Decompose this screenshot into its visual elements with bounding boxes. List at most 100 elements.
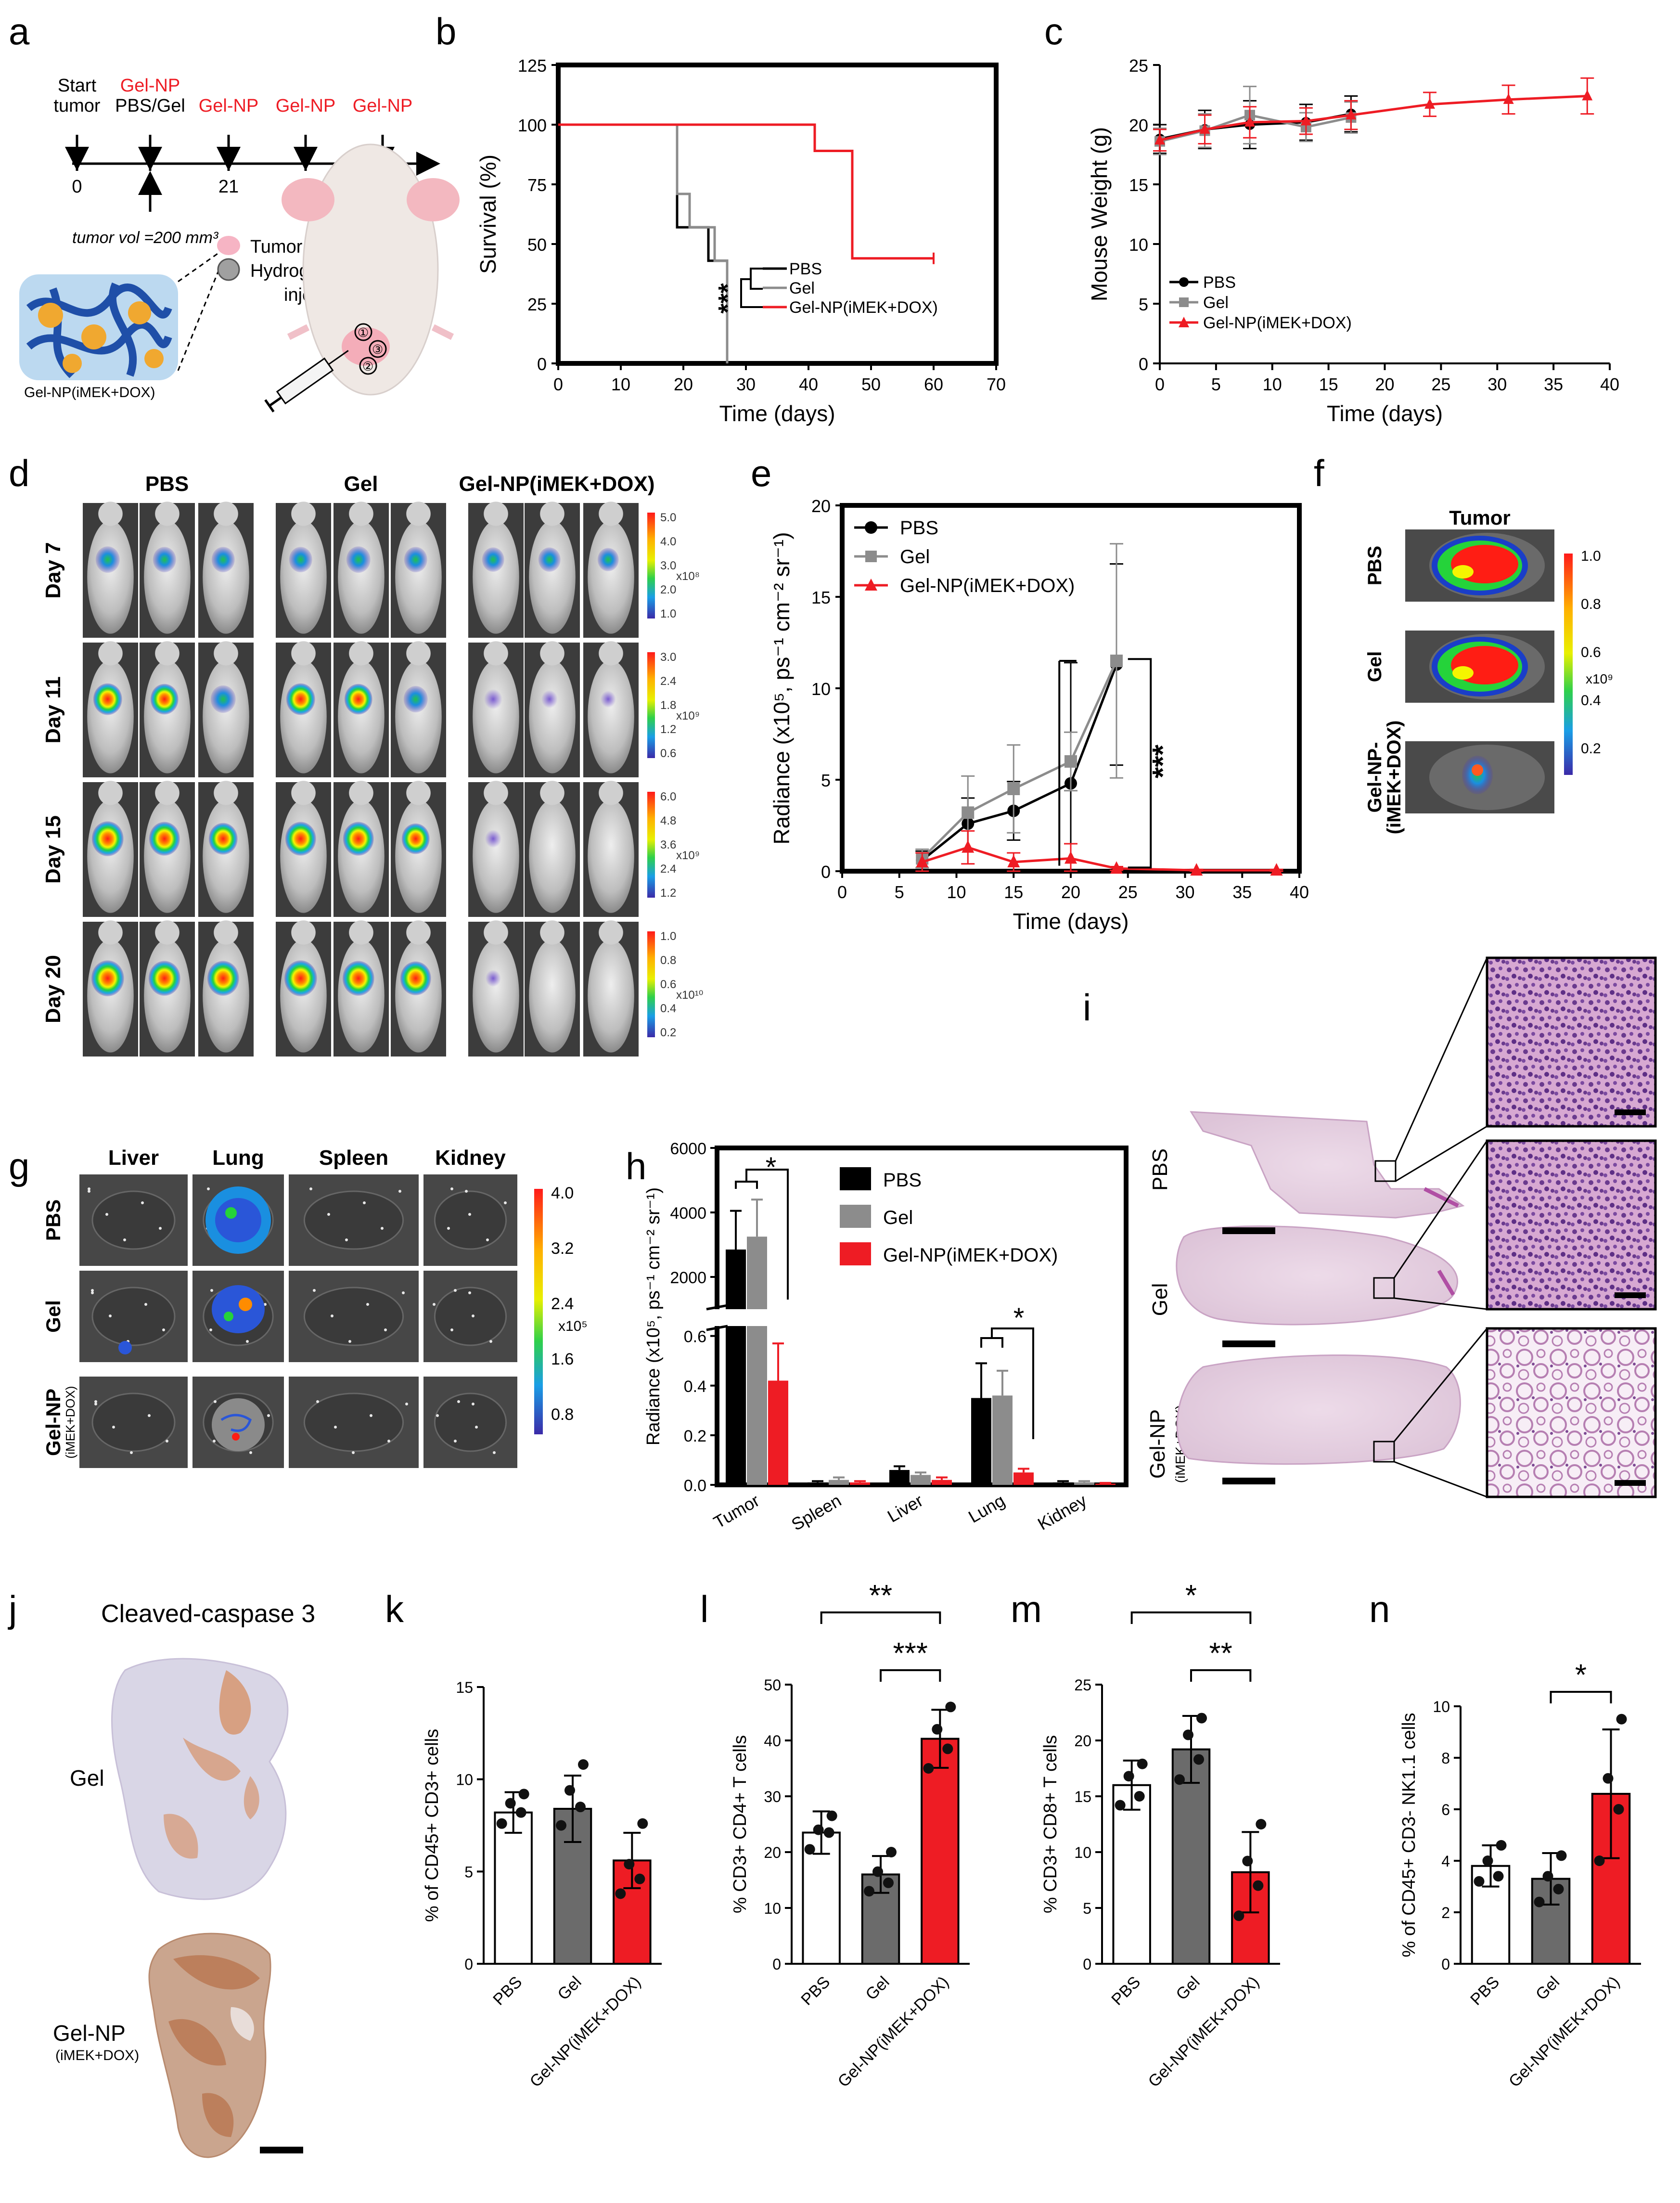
x-tick-label: 5 [1211,374,1221,394]
bioluminescence-signal [285,822,316,856]
mouse-head [484,920,508,945]
data-point [1123,1771,1134,1782]
data-point [1300,115,1311,126]
y-tick-label: 20 [811,496,831,516]
speckle [249,1451,252,1454]
x-axis-title: Time (days) [1013,909,1129,934]
organ-outline [91,1190,176,1250]
speckle [447,1227,450,1230]
data-point [1154,134,1165,145]
speckle [267,1414,270,1417]
organ-radiance-chart: 2000 4000 6000 0.0 0.2 0.4 0.6 Radiance (x10⁵, … [643,1140,1129,1534]
colorbar-tick-label: 2.4 [660,675,676,688]
data-point [942,1743,953,1754]
ivis-mouse-image [391,920,446,1056]
series-pbs [915,563,1123,872]
legend-swatch [840,1242,871,1265]
sig-bracket [750,268,763,290]
ivis-mouse-image [391,781,446,917]
colorbar-tick-label: 1.0 [1581,548,1601,564]
colorbar-tick-label: 0.8 [660,954,676,967]
data-point [1064,851,1077,864]
mouse-head [214,781,238,805]
bioluminescence-signal [401,823,430,854]
data-point [1616,1713,1627,1725]
speckle [472,1403,475,1405]
lung-signal [212,1285,265,1333]
panel-letter-m: m [1011,1588,1042,1630]
y-axis-title: Survival (%) [475,155,500,274]
bar [850,1482,870,1485]
mouse-body [395,660,442,773]
significance-label: * [1185,1579,1197,1612]
organ-row-label: (iMEK+DOX) [63,1386,77,1459]
colorbar-tick-label: 1.8 [660,699,676,712]
speckle [209,1328,212,1331]
colorbar-tick-label: 0.6 [1581,644,1601,660]
significance-label: * [1013,1302,1025,1334]
ivis-mouse-image [198,641,254,777]
speckle [345,1238,348,1241]
panel-letter-b: b [436,10,456,52]
colorbar-tick-label: 1.2 [660,723,676,736]
organ-heading: Lung [212,1146,264,1170]
organ-image [79,1174,188,1266]
speckle [472,1314,475,1317]
data-point [1110,655,1123,667]
bar [808,1482,828,1485]
bioluminescence-signal [284,960,317,996]
colorbar [647,652,655,758]
timeline-event-label: Gel-NP [276,96,336,116]
data-point [1190,863,1203,876]
y-axis-title: % of CD45+ CD3- NK1.1 cells [1399,1713,1419,1958]
speckle [381,1227,384,1230]
mouse-body [529,939,576,1053]
data-point [564,1785,575,1796]
legend-label: PBS [900,517,938,539]
y-tick-label: 40 [764,1732,781,1750]
speckle [88,1190,90,1193]
significance-label: * [766,1152,777,1183]
mouse-head [406,781,431,805]
x-tick-label: Gel-NP(iMEK+DOX) [834,1973,952,2091]
speckle [504,1201,507,1204]
bioluminescence-signal [541,690,558,709]
data-point [1174,1774,1185,1785]
mouse-body [473,660,519,773]
x-tick-label: PBS [1467,1973,1503,2009]
colorbar-tick-label: 5.0 [660,511,676,524]
bioluminescence-signal [404,547,427,572]
speckle [112,1426,115,1429]
organ-image [79,1377,188,1468]
organ-image [289,1377,419,1468]
data-point [1256,1819,1267,1829]
tumor-row-label: Gel-NP- [1364,742,1385,813]
significance-label: *** [713,283,742,313]
colorbar [647,931,655,1037]
bioluminescence-signal [403,686,428,713]
y-tick-label: 6000 [670,1140,706,1158]
legend-label: Gel [1203,294,1229,312]
speckle [334,1426,337,1429]
x-tick-label: 10 [611,374,630,394]
mouse-body [338,939,385,1053]
timeline-event-sublabel: tumor [53,96,100,116]
data-point [1474,1876,1485,1887]
colorbar-tick-label: 0.2 [660,1026,676,1039]
y-tick-label: 8 [1441,1750,1450,1767]
bar [911,1475,931,1485]
speckle [159,1227,162,1230]
organ-outline [303,1190,404,1250]
mouse-weight-chart: 0 5 10 15 20 25 30 35 40 0 5 10 15 20 25 Time (days) Mou… [1087,56,1619,426]
mouse-body [338,520,385,634]
panel-letter-a: a [9,10,30,52]
legend-label: Gel [883,1207,913,1228]
x-tick-label: Gel [1172,1973,1203,2004]
colorbar-tick-label: 2.0 [660,583,676,596]
y-tick-label: 0 [1441,1956,1450,1973]
colorbar-tick-label: 0.8 [1581,596,1601,612]
y-tick-label: 25 [1074,1676,1091,1694]
y-tick-label: 2000 [670,1269,706,1287]
legend-swatch [840,1167,871,1190]
